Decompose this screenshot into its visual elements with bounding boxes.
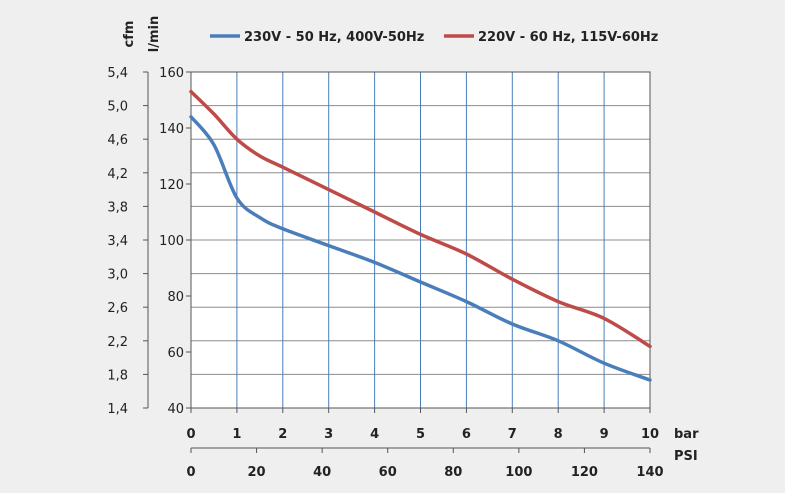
vertical-gridlines xyxy=(236,72,605,408)
y-tick-label-lmin: 160 xyxy=(159,66,184,81)
y-tick-label-cfm: 4,6 xyxy=(107,133,128,148)
y-tick-label-cfm: 5,0 xyxy=(107,100,128,115)
y-axis-lmin-ticks: 40 60 80 100 120 140 160 xyxy=(159,66,191,417)
y-tick-label-lmin: 40 xyxy=(167,402,184,417)
x-axis-psi-ticks: 0 20 40 60 80 100 120 140 xyxy=(186,448,664,480)
y-tick-label-cfm: 3,4 xyxy=(107,234,128,249)
x-tick-label-bar: 4 xyxy=(370,427,379,442)
x-tick-label-bar: 1 xyxy=(232,427,241,442)
x-tick-label-bar: 5 xyxy=(416,427,425,442)
x-axis-unit-psi: PSI xyxy=(674,449,698,464)
x-tick-label-psi: 140 xyxy=(636,465,663,480)
x-tick-label-psi: 40 xyxy=(313,465,331,480)
y-tick-label-cfm: 4,2 xyxy=(107,167,128,182)
x-tick-label-psi: 0 xyxy=(186,465,195,480)
x-tick-label-bar: 3 xyxy=(324,427,333,442)
y-axis-cfm-ticks: 1,4 1,8 2,2 2,6 3,0 3,4 3,8 4,2 4,6 5,0 5,4 xyxy=(107,66,149,417)
y-axis-unit-cfm: cfm xyxy=(122,21,137,48)
y-tick-label-cfm: 3,8 xyxy=(107,200,128,215)
y-axis-unit-lmin: l/min xyxy=(147,16,162,52)
y-tick-label-lmin: 100 xyxy=(159,234,184,249)
series-line xyxy=(189,115,652,382)
x-tick-label-bar: 7 xyxy=(508,427,517,442)
legend-label: 220V - 60 Hz, 115V-60Hz xyxy=(478,30,658,45)
x-tick-label-bar: 6 xyxy=(462,427,471,442)
x-tick-label-psi: 20 xyxy=(248,465,266,480)
y-tick-label-lmin: 60 xyxy=(167,346,184,361)
y-tick-label-cfm: 5,4 xyxy=(107,66,128,81)
x-axis-bar-ticks: 0 1 2 3 4 5 6 7 8 9 10 xyxy=(186,408,659,442)
y-tick-label-cfm: 1,4 xyxy=(107,402,128,417)
x-tick-label-bar: 10 xyxy=(641,427,659,442)
x-tick-label-bar: 2 xyxy=(278,427,287,442)
y-tick-label-lmin: 140 xyxy=(159,122,184,137)
x-tick-label-bar: 8 xyxy=(554,427,563,442)
y-tick-label-cfm: 3,0 xyxy=(107,268,128,283)
x-tick-label-bar: 9 xyxy=(600,427,609,442)
y-tick-label-cfm: 2,2 xyxy=(107,335,128,350)
y-tick-label-cfm: 2,6 xyxy=(107,301,128,316)
x-axis-unit-bar: bar xyxy=(674,427,699,442)
y-tick-label-lmin: 120 xyxy=(159,178,184,193)
x-tick-label-bar: 0 xyxy=(186,427,195,442)
y-tick-label-lmin: 80 xyxy=(167,290,184,305)
series-line xyxy=(189,89,652,349)
y-tick-label-cfm: 1,8 xyxy=(107,368,128,383)
x-tick-label-psi: 100 xyxy=(505,465,532,480)
x-tick-label-psi: 80 xyxy=(444,465,462,480)
x-tick-label-psi: 60 xyxy=(379,465,397,480)
legend-label: 230V - 50 Hz, 400V-50Hz xyxy=(244,30,424,45)
x-tick-label-psi: 120 xyxy=(571,465,598,480)
legend: 230V - 50 Hz, 400V-50Hz 220V - 60 Hz, 115… xyxy=(210,30,658,45)
series-lines xyxy=(189,89,652,382)
